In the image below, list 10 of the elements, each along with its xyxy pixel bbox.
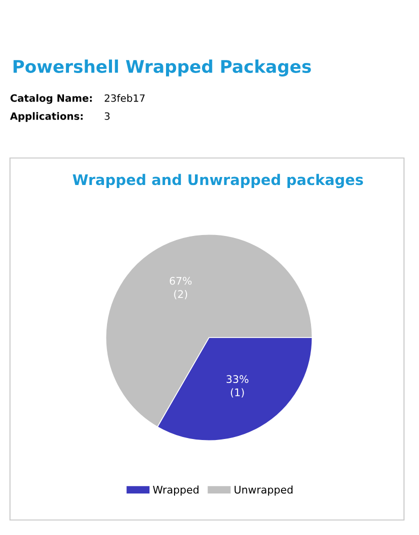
text: 3 — [104, 112, 110, 120]
data-label: 67% (2) — [170, 276, 192, 300]
text: Powershell Wrapped Packages — [14, 60, 311, 76]
text: Applications: — [10, 112, 83, 122]
text: Catalog Name: — [10, 94, 92, 104]
text: 23feb17 — [104, 94, 145, 102]
data-label: 33% (1) — [226, 375, 248, 398]
legend-label: Wrapped — [152, 486, 198, 496]
chart-title: Wrapped and Unwrapped packages — [72, 174, 363, 188]
legend-label: Unwrapped — [234, 486, 292, 496]
